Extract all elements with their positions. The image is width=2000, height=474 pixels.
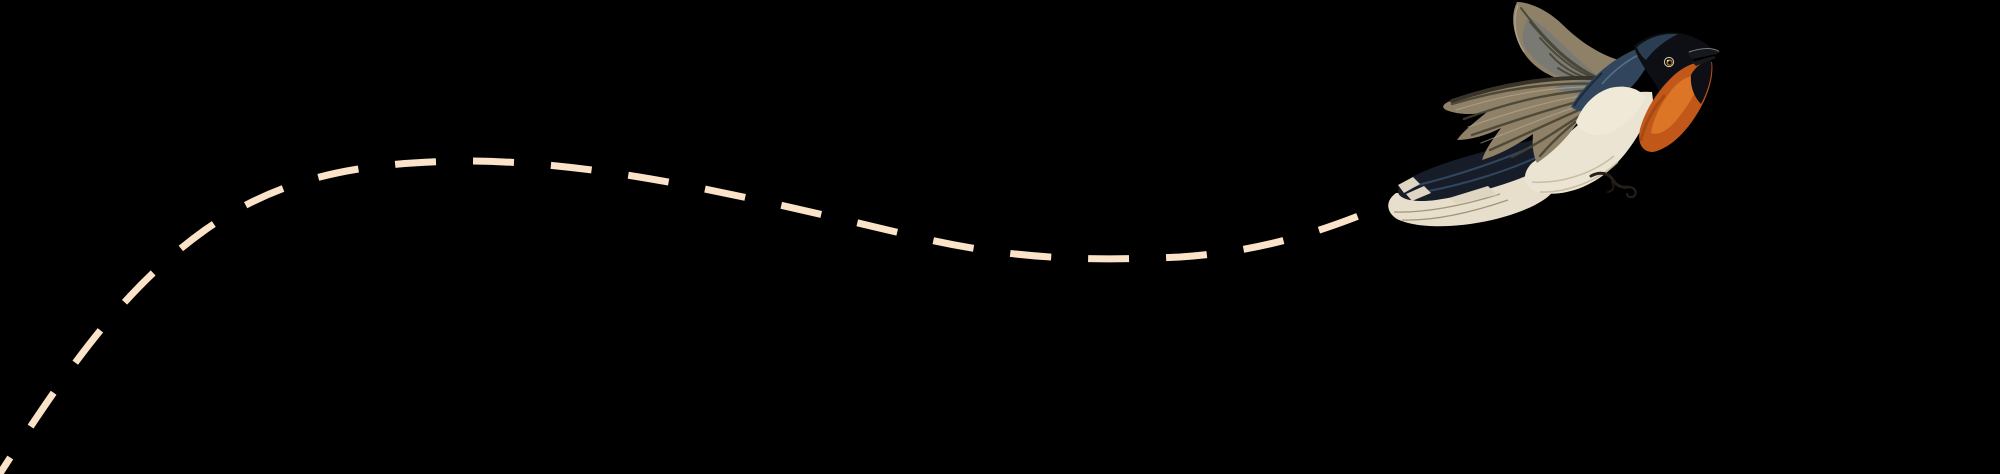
eye-pupil (1668, 61, 1672, 65)
tail-white-tips (1398, 177, 1497, 204)
bird-beak (1687, 48, 1720, 66)
beak-highlight-line (1688, 48, 1720, 53)
back-shadow-line (1573, 72, 1603, 107)
crown-sheen (1637, 33, 1678, 60)
bird-chest (1639, 60, 1713, 152)
eye-ring (1663, 56, 1675, 68)
eye-glint (1666, 59, 1669, 62)
scapular-patch (1576, 86, 1645, 135)
undertail-feather-lines (1393, 193, 1509, 221)
back-shape (1571, 44, 1654, 113)
beak-upper (1687, 49, 1720, 59)
beak-lower (1692, 56, 1716, 66)
bird-eye (1663, 56, 1675, 68)
neck-black-crescent (1690, 60, 1712, 104)
throat-shadow-line (1639, 94, 1666, 142)
foot-back-claw (1607, 181, 1615, 193)
swallow-bird-illustration (1388, 2, 1720, 227)
foot-leg (1589, 171, 1630, 189)
upper-wing-blue-wash (1522, 17, 1606, 81)
throat-highlight (1651, 75, 1700, 134)
bird-foot (1589, 171, 1637, 199)
upper-wing-leading-edge-highlight (1514, 4, 1525, 53)
flight-path-dashed-line (0, 157, 1390, 474)
belly-shading-lines (1531, 155, 1619, 193)
foot-claw-curl (1625, 185, 1637, 199)
